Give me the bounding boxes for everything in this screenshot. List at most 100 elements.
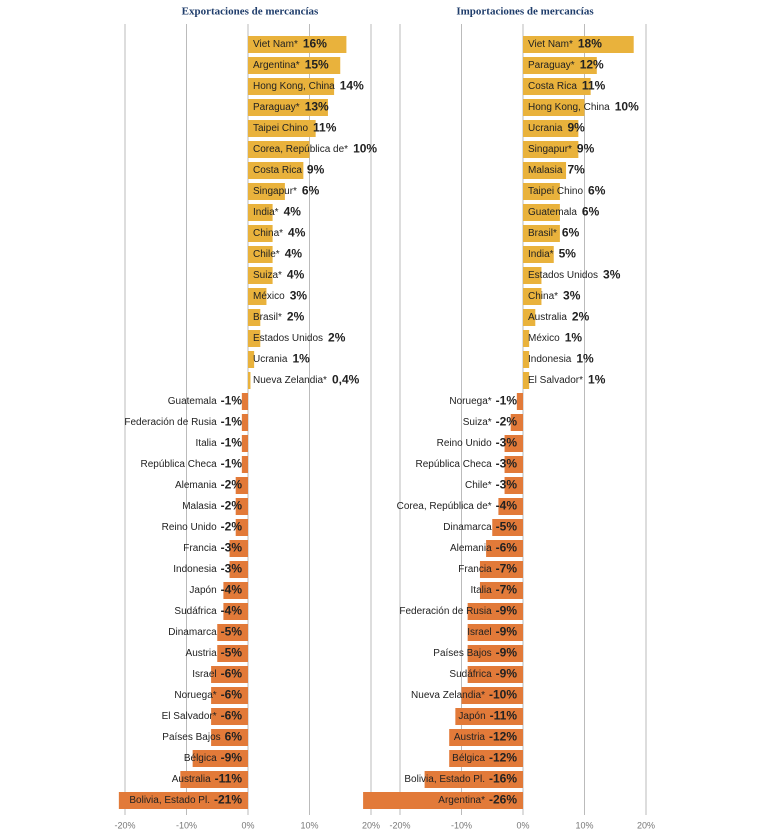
bar bbox=[241, 456, 248, 473]
value-label: -2% bbox=[221, 499, 243, 513]
bar bbox=[449, 729, 523, 746]
value-label: 1% bbox=[292, 352, 310, 366]
category-label: Sudáfrica bbox=[174, 606, 217, 617]
value-label: -9% bbox=[221, 751, 243, 765]
value-label: -12% bbox=[489, 751, 517, 765]
category-label: El Salvador* bbox=[162, 711, 217, 722]
category-label: Viet Nam* bbox=[253, 39, 298, 50]
value-label: 2% bbox=[287, 310, 305, 324]
x-tick-label: 10% bbox=[300, 820, 318, 830]
bar bbox=[523, 183, 560, 200]
category-label: Francia bbox=[183, 543, 217, 554]
bar bbox=[248, 372, 251, 389]
category-label: Bolivia, Estado Pl. bbox=[129, 795, 210, 806]
value-label: -3% bbox=[496, 478, 518, 492]
bar bbox=[235, 477, 248, 494]
bar bbox=[248, 246, 273, 263]
value-label: -3% bbox=[496, 457, 518, 471]
bar bbox=[229, 561, 248, 578]
value-label: 0,4% bbox=[332, 373, 360, 387]
category-label: Sudáfrica bbox=[449, 669, 492, 680]
category-label: Alemania bbox=[450, 543, 492, 554]
category-label: Chile* bbox=[253, 249, 280, 260]
category-label: Reino Unido bbox=[437, 438, 492, 449]
category-label: Ucrania bbox=[528, 123, 563, 134]
value-label: -7% bbox=[496, 583, 518, 597]
bar bbox=[523, 246, 554, 263]
bar bbox=[223, 603, 248, 620]
value-label: -5% bbox=[496, 520, 518, 534]
value-label: 14% bbox=[340, 79, 364, 93]
value-label: -6% bbox=[496, 541, 518, 555]
category-label: Israel bbox=[192, 669, 216, 680]
value-label: 16% bbox=[303, 37, 327, 51]
bar bbox=[492, 519, 523, 536]
bar bbox=[467, 624, 523, 641]
value-label: -9% bbox=[496, 646, 518, 660]
category-label: Argentina* bbox=[253, 60, 300, 71]
value-label: -5% bbox=[221, 625, 243, 639]
bar bbox=[523, 288, 542, 305]
category-label: Japón bbox=[458, 711, 485, 722]
category-label: India* bbox=[253, 207, 279, 218]
category-label: Taipei Chino bbox=[528, 186, 583, 197]
category-label: Australia bbox=[172, 774, 211, 785]
value-label: -3% bbox=[221, 562, 243, 576]
bar bbox=[217, 624, 248, 641]
value-label: -11% bbox=[215, 772, 243, 786]
value-label: -2% bbox=[221, 478, 243, 492]
category-label: Austria bbox=[454, 732, 486, 743]
value-label: 3% bbox=[290, 289, 308, 303]
category-label: Israel bbox=[467, 627, 491, 638]
value-label: -7% bbox=[496, 562, 518, 576]
value-label: -9% bbox=[496, 604, 518, 618]
x-tick-label: -10% bbox=[451, 820, 472, 830]
value-label: -6% bbox=[221, 688, 243, 702]
bar bbox=[241, 393, 248, 410]
bar bbox=[486, 540, 523, 557]
category-label: Viet Nam* bbox=[528, 39, 573, 50]
bar bbox=[504, 456, 523, 473]
bar bbox=[248, 36, 347, 53]
bar bbox=[479, 561, 523, 578]
category-label: Guatemala bbox=[528, 207, 577, 218]
category-label: Ucrania bbox=[253, 354, 288, 365]
category-label: Indonesia bbox=[173, 564, 217, 575]
bar bbox=[211, 666, 248, 683]
category-label: Estados Unidos bbox=[253, 333, 323, 344]
bar bbox=[248, 141, 310, 158]
bar bbox=[523, 36, 634, 53]
bar bbox=[180, 771, 248, 788]
value-label: 18% bbox=[578, 37, 602, 51]
category-label: Brasil* bbox=[528, 228, 557, 239]
category-label: Brasil* bbox=[253, 312, 282, 323]
value-label: 4% bbox=[288, 226, 306, 240]
value-label: 1% bbox=[588, 373, 606, 387]
bar bbox=[523, 78, 591, 95]
category-label: Guatemala bbox=[168, 396, 217, 407]
value-label: -26% bbox=[489, 793, 517, 807]
bar bbox=[118, 792, 248, 809]
chart-title: Importaciones de mercancías bbox=[456, 6, 594, 18]
value-label: -9% bbox=[496, 667, 518, 681]
value-label: 12% bbox=[580, 58, 604, 72]
category-label: Reino Unido bbox=[162, 522, 217, 533]
category-label: Argentina* bbox=[438, 795, 485, 806]
category-label: Federación de Rusia bbox=[399, 606, 492, 617]
category-label: Singapur* bbox=[528, 144, 572, 155]
category-label: Bolivia, Estado Pl. bbox=[404, 774, 485, 785]
category-label: Paraguay* bbox=[253, 102, 300, 113]
bar bbox=[248, 330, 261, 347]
value-label: 10% bbox=[353, 142, 377, 156]
bar bbox=[248, 267, 273, 284]
x-tick-label: -20% bbox=[389, 820, 410, 830]
bar bbox=[467, 603, 523, 620]
value-label: -12% bbox=[489, 730, 517, 744]
value-label: 2% bbox=[572, 310, 590, 324]
bar bbox=[467, 666, 523, 683]
category-label: Chile* bbox=[465, 480, 492, 491]
x-tick-label: 20% bbox=[637, 820, 655, 830]
category-label: Dinamarca bbox=[168, 627, 217, 638]
value-label: -21% bbox=[214, 793, 242, 807]
